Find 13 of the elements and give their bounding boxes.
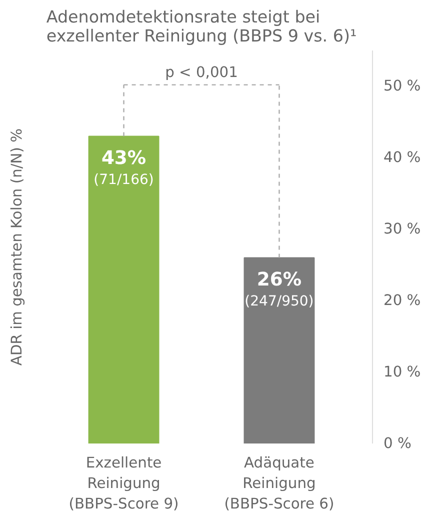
y-tick-label: 50 % <box>384 78 421 95</box>
y-tick-label: 10 % <box>384 364 421 381</box>
y-axis-title: ADR im gesamten Kolon (n/N) % <box>8 128 26 366</box>
y-tick-label: 40 % <box>384 149 421 166</box>
annotation: p < 0,001 <box>165 64 238 81</box>
text: 26% (247/950) <box>244 270 314 310</box>
text: 43% (71/166) <box>94 148 154 188</box>
chart-title: Adenomdetektionsrate steigt bei exzellenter Reinigung (BBPS 9 vs. 6)¹ <box>46 8 357 46</box>
y-tick-label: 20 % <box>384 292 421 310</box>
y-tick-label: 30 % <box>384 220 421 238</box>
x-tick-label: Adäquate Reinigung (BBPS-Score 6) <box>224 454 334 512</box>
x-tick-label: Exzellente Reinigung (BBPS-Score 9) <box>68 454 179 512</box>
y-tick-label: 0 % <box>384 435 412 452</box>
